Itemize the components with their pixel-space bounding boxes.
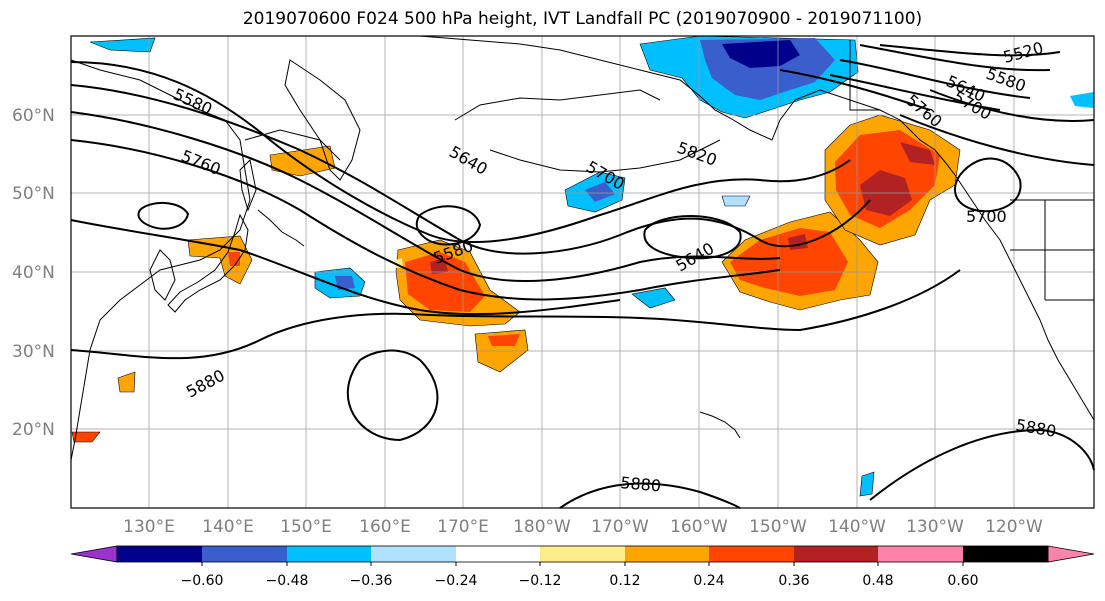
contour-label: 5880	[620, 473, 662, 495]
colorbar-bin	[117, 546, 202, 562]
shade-pos-cpac-mid	[405, 252, 485, 312]
coast-asia	[70, 59, 251, 461]
shade-neg-midpac	[631, 287, 676, 309]
plot-frame	[70, 35, 1095, 509]
contour-5880-loop	[346, 349, 439, 442]
shade-pos-sub-core	[488, 334, 520, 346]
contour-low-c	[643, 215, 742, 260]
colorbar-bin	[878, 546, 963, 562]
colorbar-tick-label: 0.36	[778, 573, 809, 589]
lon-label: 120°W	[985, 517, 1043, 537]
shade-pos-goa-core2	[900, 142, 935, 165]
contour-5640-ne	[839, 59, 1031, 99]
contour-low-e	[954, 157, 1022, 213]
shade-pos-nepac-mid	[730, 228, 848, 296]
contour-label: 5700	[966, 207, 1007, 226]
longitude-labels: 130°E 140°E 150°E 160°E 170°E 180°W 170°…	[123, 517, 1043, 537]
lon-label: 130°E	[123, 517, 175, 537]
shade-pos-okinawa	[117, 371, 136, 393]
borders-na	[849, 40, 1094, 301]
lon-label: 140°W	[828, 517, 886, 537]
contour-5760-ne	[779, 69, 931, 111]
colorbar-tick-label: 0.60	[947, 573, 978, 589]
coast-japan	[167, 213, 249, 313]
contour-5820	[70, 219, 621, 316]
colorbar-high-extend	[1047, 545, 1095, 563]
lat-label: 50°N	[12, 184, 55, 204]
contour-low-mid	[415, 205, 482, 246]
graticule	[71, 36, 1094, 508]
colorbar-tick-label: 0.12	[609, 573, 640, 589]
lon-label: 170°E	[437, 517, 489, 537]
contour-5760-w	[70, 139, 781, 301]
coast-kuril	[257, 209, 305, 247]
colorbar-tick-label: −0.60	[181, 573, 224, 589]
colorbar-bin	[963, 546, 1048, 562]
colorbar-outline	[116, 545, 1049, 563]
shade-pos-japan-sea-core	[228, 252, 240, 266]
latitude-labels: 60°N 50°N 40°N 30°N 20°N	[12, 106, 55, 440]
contour-low-jp	[137, 202, 190, 230]
shade-pos-taiwan	[71, 431, 101, 443]
colorbar-bin	[456, 546, 540, 562]
contour-5640-w	[70, 84, 871, 255]
coast-bering	[454, 89, 661, 121]
contour-5880-w	[70, 269, 961, 360]
lat-label: 20°N	[12, 420, 55, 440]
contour-ne-arc	[929, 89, 1095, 122]
lon-label: 160°E	[359, 517, 411, 537]
colorbar-tick-label: −0.36	[350, 573, 393, 589]
lon-label: 150°W	[749, 517, 807, 537]
colorbar-tick-label: −0.12	[519, 573, 562, 589]
colorbar-tick-label: −0.48	[266, 573, 309, 589]
shade-neg-east-edge	[1070, 92, 1094, 108]
colorbar-bin	[794, 546, 878, 562]
shade-neg-small-1	[859, 471, 875, 497]
colorbar-bin	[709, 546, 794, 562]
coast-aleutians	[489, 139, 721, 173]
colorbar-tick-label: −0.24	[435, 573, 478, 589]
contour-5580-w	[70, 61, 851, 243]
contour-5700-w	[70, 111, 781, 282]
colorbar-bin	[287, 546, 371, 562]
colorbar-low-extend	[70, 545, 118, 563]
colorbar-bin	[202, 546, 287, 562]
lat-label: 40°N	[12, 263, 55, 283]
shade-neg-alaska-core	[722, 40, 800, 68]
colorbar-bin	[625, 546, 709, 562]
coast-kamchatka	[284, 59, 361, 181]
height-contours	[70, 44, 1095, 509]
coast-hawaii	[699, 411, 741, 439]
coast-sakhalin	[239, 158, 257, 212]
lon-label: 180°W	[513, 517, 571, 537]
colorbar-tick-label: 0.24	[693, 573, 724, 589]
lon-label: 140°E	[202, 517, 254, 537]
colorbar-tick-label: 0.48	[862, 573, 893, 589]
coastlines	[70, 35, 1095, 461]
lon-label: 150°E	[280, 517, 332, 537]
contour-5580-ne	[859, 44, 1051, 72]
lat-label: 30°N	[12, 342, 55, 362]
coast-bc	[954, 174, 1095, 421]
colorbar-bin	[371, 546, 456, 562]
contour-5880-s	[559, 482, 741, 509]
colorbar: −0.60 −0.48 −0.36 −0.24 −0.12 0.12 0.24 …	[70, 545, 1095, 589]
contour-5880-se	[869, 428, 1095, 501]
coast-alaska	[419, 35, 956, 176]
lon-label: 160°W	[670, 517, 728, 537]
contour-5520	[879, 44, 1061, 57]
lat-label: 60°N	[12, 106, 55, 126]
lon-label: 130°W	[906, 517, 964, 537]
shade-neg-aleutian-core	[585, 182, 615, 202]
lon-label: 170°W	[591, 517, 649, 537]
contour-ne-arc2	[899, 114, 1095, 166]
shade-neg-west-alaska	[721, 195, 751, 207]
colorbar-bin	[540, 546, 625, 562]
shade-neg-kamchatka	[89, 37, 156, 53]
figure-title: 2019070600 F024 500 hPa height, IVT Land…	[242, 9, 923, 29]
coast-korea	[149, 249, 176, 301]
shade-neg-japan-core	[335, 276, 355, 290]
